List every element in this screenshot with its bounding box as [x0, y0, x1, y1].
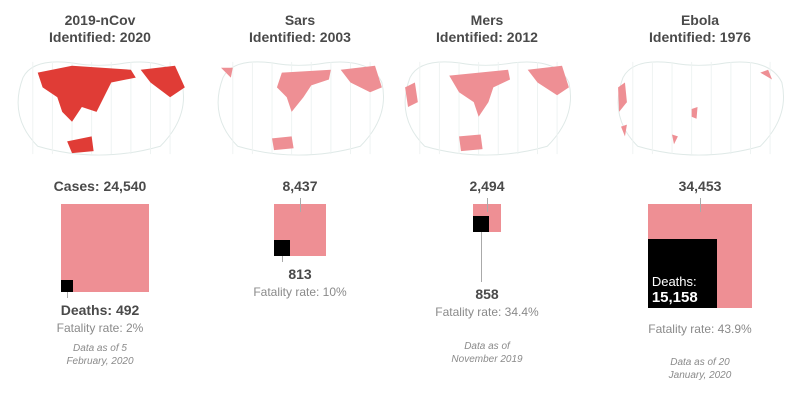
note-line: Data as of: [464, 341, 510, 353]
cases-label: 2,494: [469, 178, 505, 194]
cases-leader-line: [300, 198, 301, 212]
panel-title: 2019-nCov Identified: 2020: [0, 12, 200, 46]
cases-label: 34,453: [678, 178, 722, 194]
identified-year: Identified: 1976: [649, 29, 751, 45]
affected-region: [618, 82, 627, 112]
panel-title: Ebola Identified: 1976: [600, 12, 800, 46]
affected-region: [272, 136, 294, 151]
panel-mers: Mers Identified: 2012 2,494 858 Fatality rat…: [387, 0, 587, 413]
world-map: [17, 61, 185, 156]
fatality-rate: Fatality rate: 2%: [56, 321, 144, 336]
panel-sars: Sars Identified: 2003 8,437 813 Fatality rat…: [200, 0, 400, 413]
note-line: February, 2020: [66, 356, 134, 368]
affected-region: [67, 136, 94, 154]
affected-region: [405, 82, 418, 107]
affected-region: [672, 134, 678, 145]
deaths-leader-line: [67, 292, 69, 299]
deaths-prefix: Deaths:: [651, 274, 697, 290]
affected-region: [276, 69, 331, 112]
disease-name: Ebola: [680, 12, 720, 28]
affected-region: [140, 65, 185, 98]
map-outline: [404, 61, 572, 156]
note-line: January, 2020: [668, 370, 732, 382]
affected-region: [760, 69, 773, 80]
identified-year: Identified: 2003: [249, 29, 351, 45]
note-line: November 2019: [451, 354, 523, 366]
fatality-rate: Fatality rate: 10%: [253, 284, 347, 299]
deaths-label: 858: [475, 286, 499, 303]
cases-label: Cases: 24,540: [53, 178, 147, 194]
deaths-area: [61, 279, 74, 293]
deaths-area: [472, 215, 490, 233]
cases-area: [61, 204, 150, 293]
note-line: Data as of 5: [73, 343, 127, 355]
affected-region: [691, 107, 698, 119]
disease-name: 2019-nCov: [64, 12, 136, 28]
deaths-area: [274, 239, 291, 256]
affected-region: [340, 65, 382, 93]
disease-name: Sars: [284, 12, 316, 28]
affected-region: [449, 69, 511, 117]
deaths-leader-line: [282, 255, 284, 262]
world-map: [217, 61, 385, 156]
data-date-note: Data as of 5 February, 2020: [0, 342, 200, 368]
panel-title: Sars Identified: 2003: [200, 12, 400, 46]
panel-2019-ncov: 2019-nCov Identified: 2020 Cases: 24,540 De…: [0, 0, 200, 413]
note-line: Data as of 20: [670, 357, 730, 369]
deaths-area: [647, 239, 718, 309]
map-outline: [617, 61, 785, 156]
disease-name: Mers: [470, 12, 504, 28]
affected-region: [221, 67, 233, 78]
map-outline: [217, 61, 385, 156]
cases-leader-line: [700, 198, 701, 212]
cases-label: 8,437: [282, 178, 318, 194]
deaths-leader-line: [481, 232, 483, 283]
affected-region: [527, 65, 569, 96]
affected-region: [459, 134, 483, 152]
world-map: [404, 61, 572, 156]
fatality-rate: Fatality rate: 43.9%: [648, 322, 752, 337]
identified-year: Identified: 2020: [49, 29, 151, 45]
panel-ebola: Ebola Identified: 1976 34,453 Deaths: 15,158…: [600, 0, 800, 413]
deaths-label: Deaths: 15,158: [652, 274, 698, 306]
deaths-value: 15,158: [651, 289, 698, 307]
deaths-label: Deaths: 492: [60, 302, 140, 319]
fatality-rate: Fatality rate: 34.4%: [435, 305, 539, 320]
deaths-label: 813: [288, 265, 312, 282]
cases-leader-line: [487, 198, 488, 212]
identified-year: Identified: 2012: [436, 29, 538, 45]
data-date-note: Data as of November 2019: [387, 340, 587, 366]
world-map: [617, 61, 785, 156]
panel-title: Mers Identified: 2012: [387, 12, 587, 46]
affected-region: [37, 65, 136, 122]
data-date-note: Data as of 20 January, 2020: [600, 356, 800, 382]
